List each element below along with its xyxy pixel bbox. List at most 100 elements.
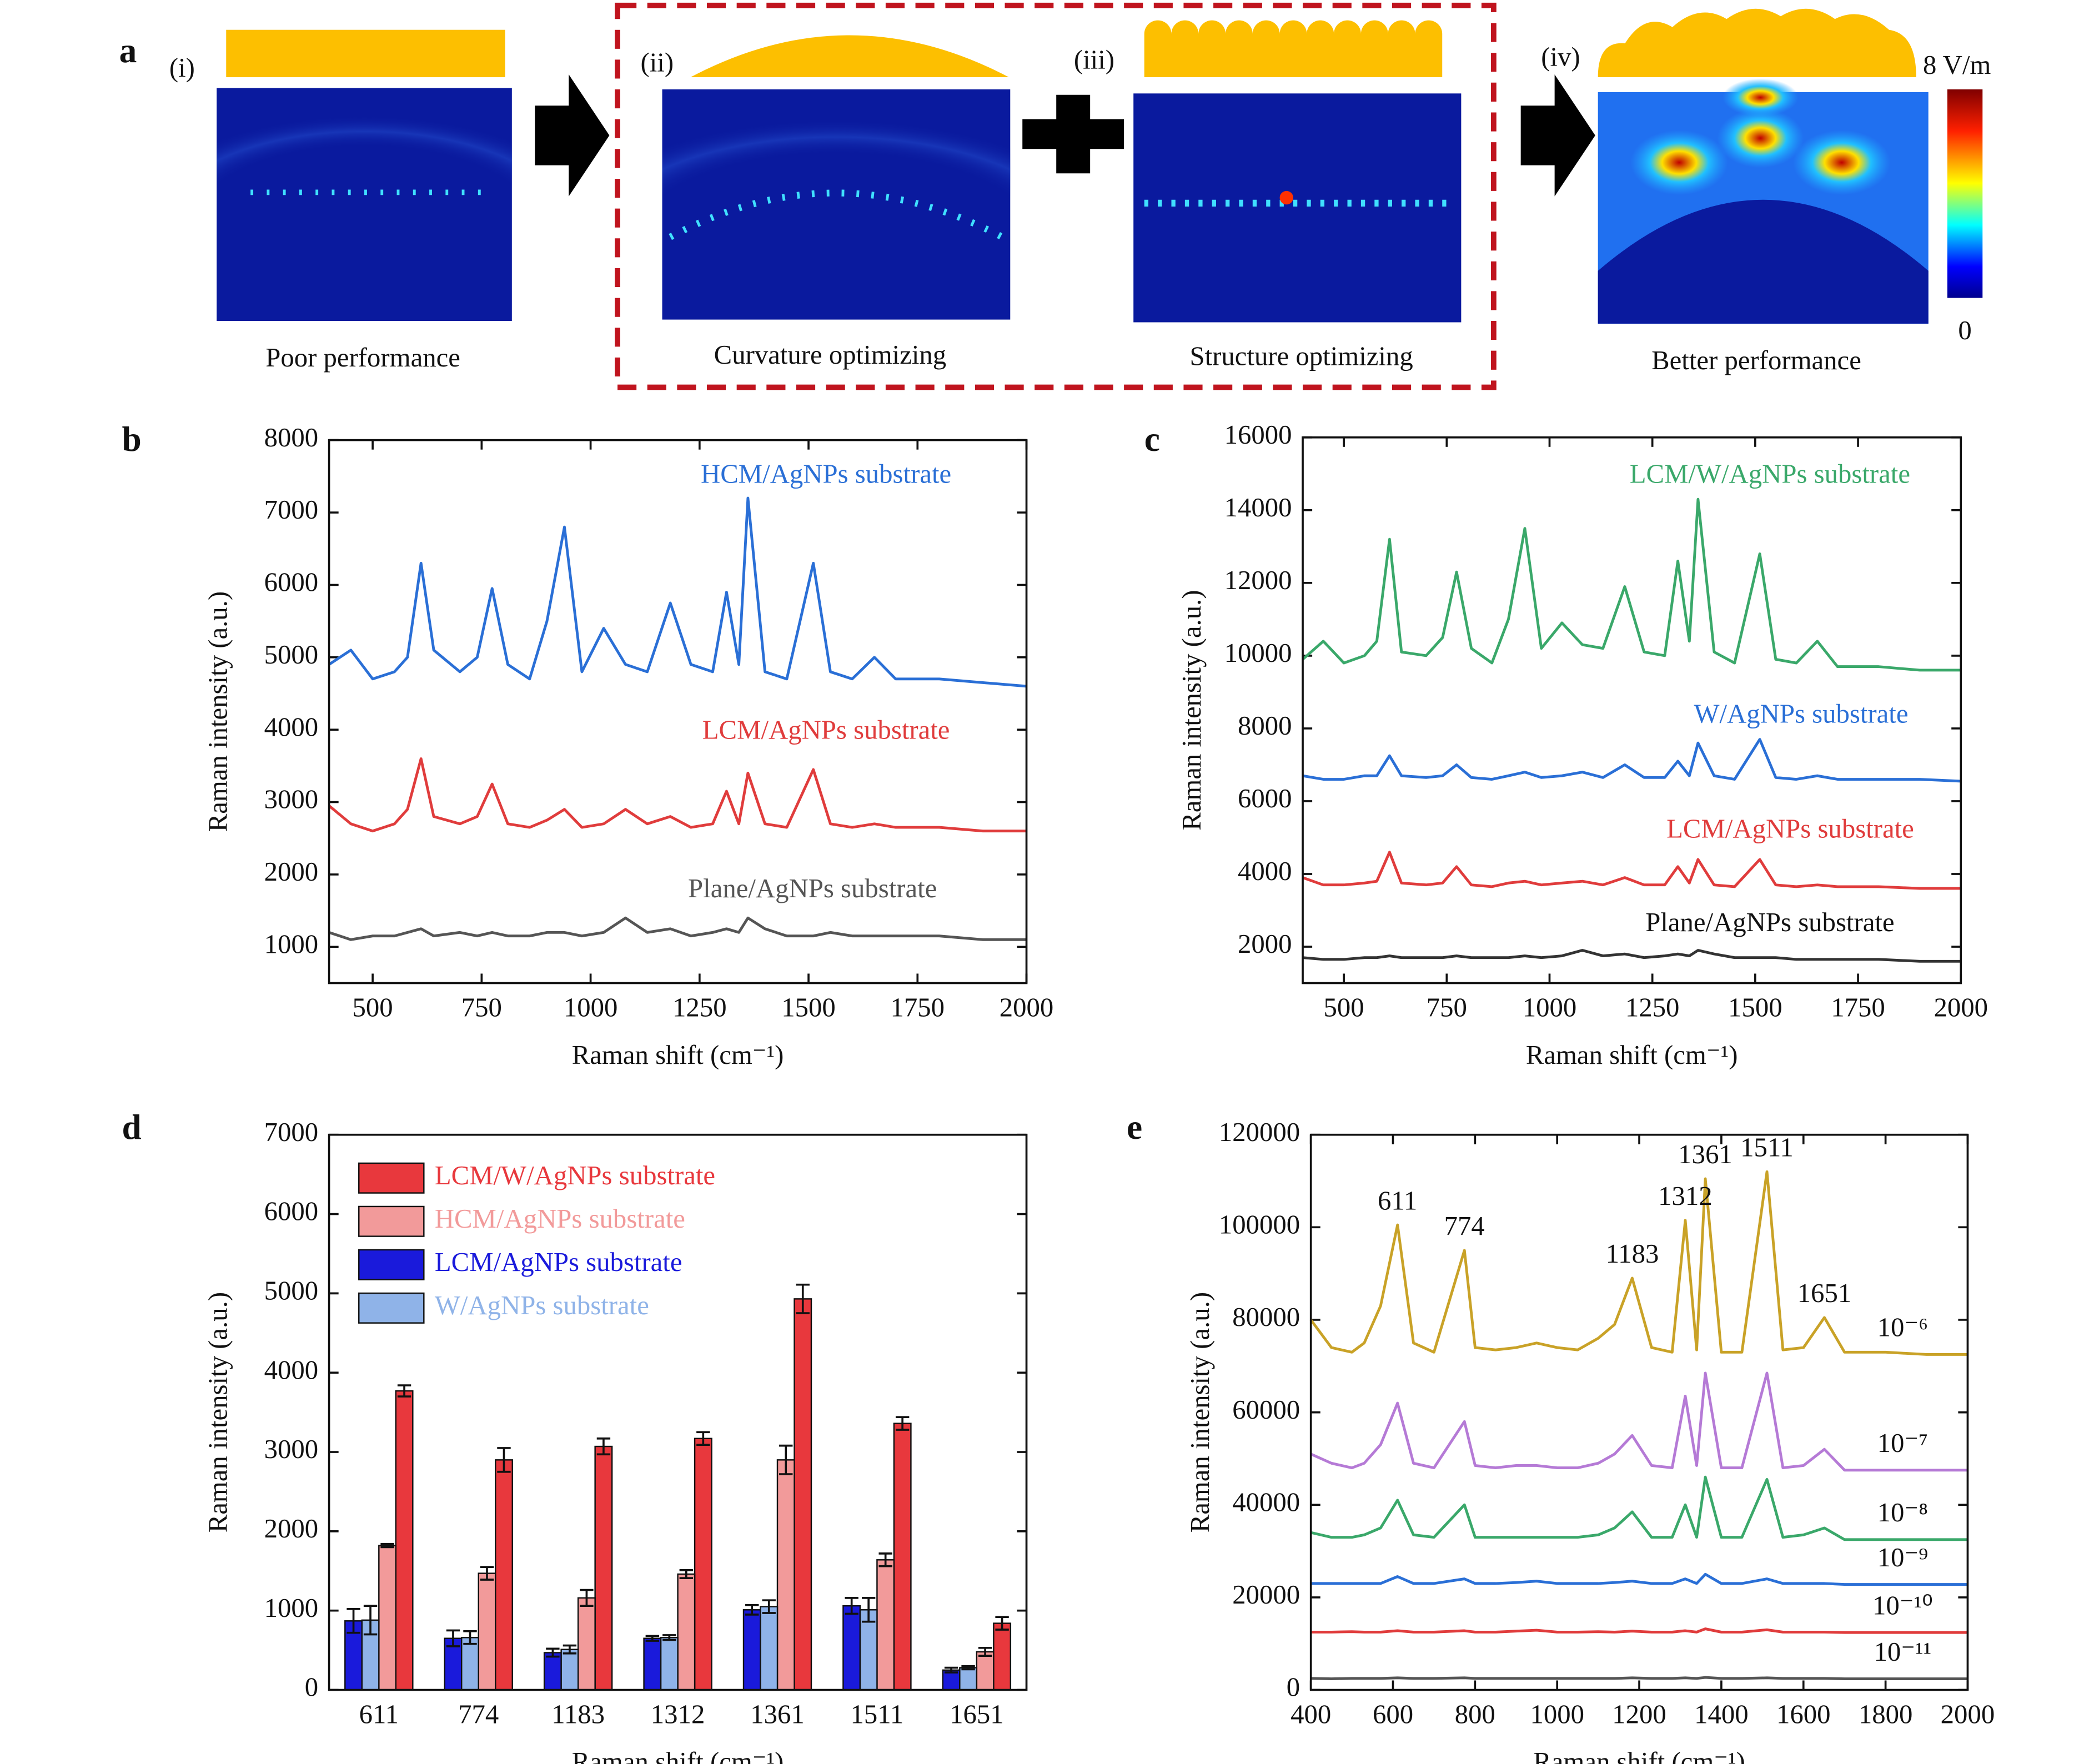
peak-label: 1651 bbox=[1797, 1278, 1852, 1308]
spectrum-line bbox=[1310, 1572, 1968, 1586]
x-tick-label: 1250 bbox=[1625, 993, 1680, 1023]
plot-frame bbox=[1309, 1133, 1969, 1691]
bar bbox=[742, 1609, 761, 1691]
error-bar bbox=[363, 1605, 378, 1636]
bar bbox=[993, 1622, 1012, 1691]
series-label: LCM/AgNPs substrate bbox=[1666, 814, 1914, 844]
y-tick-label: 10000 bbox=[1224, 638, 1292, 668]
field-hot bbox=[1792, 130, 1891, 195]
y-axis-title: Raman intensity (a.u.) bbox=[1185, 1292, 1215, 1532]
series-label: Plane/AgNPs substrate bbox=[688, 873, 937, 903]
x-axis-title: Raman shift (cm⁻¹) bbox=[572, 1747, 784, 1764]
y-axis-title: Raman intensity (a.u.) bbox=[203, 591, 233, 832]
bar bbox=[594, 1445, 613, 1691]
panel-a: a (i) Poor performance (ii) Curvature op… bbox=[119, 2, 1991, 390]
panel-label: c bbox=[1144, 420, 1160, 459]
bar bbox=[976, 1651, 995, 1691]
y-tick-label: 80000 bbox=[1232, 1302, 1300, 1332]
peak-label: 1183 bbox=[1606, 1239, 1659, 1269]
bar bbox=[660, 1637, 679, 1691]
y-tick-label: 0 bbox=[305, 1672, 318, 1702]
x-tick-label: 1250 bbox=[672, 993, 727, 1023]
x-tick-label: 1800 bbox=[1859, 1700, 1913, 1730]
y-axis-title: Raman intensity (a.u.) bbox=[203, 1292, 233, 1532]
bar bbox=[643, 1637, 662, 1691]
x-tick-label: 774 bbox=[458, 1700, 499, 1730]
x-tick-label: 500 bbox=[353, 993, 393, 1023]
spectrum-line bbox=[328, 916, 1027, 941]
peak-label: 1312 bbox=[1658, 1181, 1713, 1211]
y-tick-label: 40000 bbox=[1232, 1487, 1300, 1517]
legend-swatch bbox=[358, 1249, 425, 1280]
error-bar bbox=[995, 1616, 1009, 1631]
peak-label: 1361 bbox=[1678, 1139, 1733, 1169]
bar bbox=[760, 1606, 779, 1691]
x-tick-label: 750 bbox=[1427, 993, 1467, 1023]
error-bar bbox=[463, 1630, 477, 1645]
field-map bbox=[1133, 93, 1462, 323]
bar bbox=[842, 1605, 861, 1691]
arrow bbox=[535, 74, 610, 197]
error-bar bbox=[446, 1629, 460, 1647]
bar bbox=[677, 1573, 696, 1691]
series-label: HCM/AgNPs substrate bbox=[701, 459, 951, 489]
error-bar bbox=[563, 1644, 577, 1655]
bar bbox=[776, 1459, 795, 1691]
error-bar bbox=[762, 1599, 776, 1614]
spectrum-line bbox=[1302, 949, 1961, 963]
x-tick-label: 1000 bbox=[564, 993, 618, 1023]
x-tick-label: 1500 bbox=[1728, 993, 1782, 1023]
y-tick-label: 5000 bbox=[264, 1276, 319, 1306]
y-tick-label: 4000 bbox=[264, 1355, 319, 1385]
y-tick-label: 7000 bbox=[264, 495, 319, 525]
spectrum-line bbox=[1310, 1676, 1968, 1680]
dashed-box bbox=[615, 2, 1497, 390]
error-bar bbox=[944, 1666, 958, 1673]
error-bar bbox=[596, 1437, 611, 1456]
bar bbox=[461, 1637, 479, 1691]
bar bbox=[876, 1559, 895, 1691]
series-label: W/AgNPs substrate bbox=[1694, 698, 1908, 728]
plot-frame bbox=[328, 439, 1028, 984]
bar bbox=[543, 1652, 562, 1691]
error-bar bbox=[845, 1597, 858, 1615]
field-hot bbox=[1723, 78, 1799, 117]
error-bar bbox=[380, 1542, 394, 1549]
colorbar-min: 0 bbox=[1958, 315, 1971, 345]
y-tick-label: 8000 bbox=[1238, 711, 1292, 741]
y-tick-label: 60000 bbox=[1232, 1395, 1300, 1425]
y-tick-label: 6000 bbox=[1238, 783, 1292, 813]
series-label: 10⁻⁷ bbox=[1877, 1428, 1929, 1458]
y-tick-label: 1000 bbox=[264, 929, 319, 959]
y-tick-label: 5000 bbox=[264, 640, 319, 670]
substrate-shape bbox=[1598, 8, 1916, 78]
step-label: (iv) bbox=[1541, 42, 1580, 72]
spectrum-line bbox=[1302, 497, 1961, 672]
y-tick-label: 6000 bbox=[264, 1197, 319, 1227]
spectrum-line bbox=[1302, 738, 1961, 783]
panel-label: b bbox=[122, 420, 141, 459]
x-tick-label: 1750 bbox=[1831, 993, 1885, 1023]
spectrum-line bbox=[328, 496, 1027, 688]
error-bar bbox=[696, 1431, 710, 1446]
panel-label: a bbox=[119, 31, 137, 70]
x-tick-label: 500 bbox=[1324, 993, 1364, 1023]
x-tick-label: 2000 bbox=[1941, 1700, 1995, 1730]
y-tick-label: 3000 bbox=[264, 785, 319, 815]
x-tick-label: 800 bbox=[1455, 1700, 1495, 1730]
y-tick-label: 14000 bbox=[1224, 492, 1292, 522]
error-bar bbox=[961, 1665, 975, 1671]
spectrum-line bbox=[1310, 1627, 1968, 1634]
x-tick-label: 1500 bbox=[781, 993, 836, 1023]
caption: Structure optimizing bbox=[1189, 341, 1413, 371]
series-label: 10⁻¹¹ bbox=[1874, 1637, 1932, 1667]
error-bar bbox=[347, 1608, 360, 1634]
error-bar bbox=[580, 1589, 594, 1607]
y-tick-label: 2000 bbox=[264, 857, 319, 887]
legend-swatch bbox=[358, 1162, 425, 1194]
error-bar bbox=[895, 1416, 910, 1431]
panel-label: d bbox=[122, 1108, 141, 1147]
x-tick-label: 400 bbox=[1290, 1700, 1331, 1730]
y-tick-label: 2000 bbox=[264, 1514, 319, 1544]
plot-frame bbox=[328, 1133, 1028, 1691]
